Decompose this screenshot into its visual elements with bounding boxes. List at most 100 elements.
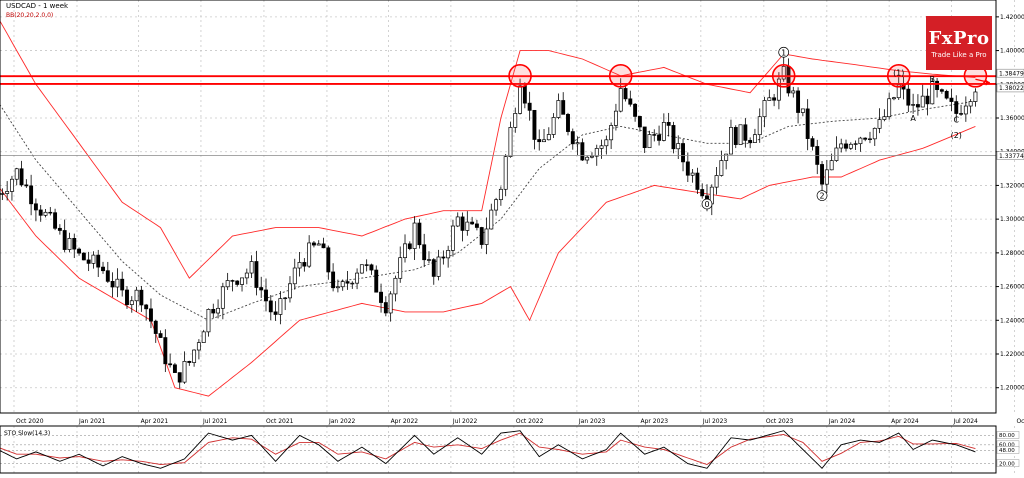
candle-body	[671, 125, 676, 150]
x-tick-label: Apr 2023	[641, 418, 669, 425]
candle-body	[235, 280, 240, 285]
candle-body	[177, 372, 182, 383]
wave-label-circle	[816, 190, 828, 201]
wave-label: 1	[781, 48, 786, 57]
candle-body	[613, 110, 618, 126]
candle-body	[681, 143, 685, 163]
candle-body	[676, 143, 681, 150]
candle-body	[618, 88, 623, 112]
candle-body	[915, 104, 920, 108]
candle-body	[379, 291, 383, 303]
x-tick-label: Jul 2022	[452, 418, 478, 425]
y-tick-label: 1.28000	[1000, 250, 1024, 257]
x-tick-label: Jan 2023	[578, 418, 606, 425]
candle-body	[81, 252, 86, 261]
candle-body	[211, 308, 216, 314]
candle-body	[748, 140, 753, 143]
candle-body	[733, 127, 738, 145]
candle-body	[86, 259, 91, 264]
candle-body	[800, 108, 805, 113]
candle-body	[695, 172, 700, 190]
candle-body	[623, 88, 628, 100]
candle-body	[637, 116, 642, 128]
candle-body	[844, 143, 848, 149]
candle-body	[484, 228, 489, 245]
candle-body	[450, 225, 455, 251]
candle-body	[752, 134, 757, 143]
candle-body	[393, 277, 398, 295]
candle-body	[465, 221, 470, 231]
sto-main-line	[0, 430, 976, 469]
candle-body	[9, 178, 14, 192]
candle-body	[431, 259, 436, 277]
candle-body	[110, 281, 115, 288]
candle-body	[474, 223, 479, 228]
y-tick-label: 1.40000	[1000, 48, 1024, 55]
candle-body	[359, 264, 364, 274]
candle-body	[62, 230, 67, 250]
candle-body	[628, 98, 633, 105]
candle-body	[249, 261, 254, 274]
candle-body	[503, 156, 508, 190]
price-badge-upper_resistance	[996, 68, 1024, 78]
candle-body	[652, 134, 657, 136]
candle-body	[743, 124, 748, 141]
candle-body	[105, 270, 110, 282]
candle-body	[661, 122, 666, 141]
candle-body	[906, 88, 911, 106]
candle-body	[935, 80, 940, 90]
candle-body	[278, 298, 283, 315]
candle-body	[772, 97, 777, 101]
candle-body	[244, 272, 249, 279]
candle-body	[810, 138, 815, 147]
candle-body	[331, 271, 336, 289]
candle-body	[259, 287, 264, 291]
candle-body	[163, 337, 168, 365]
candle-body	[973, 91, 978, 102]
y-tick-label: 1.20000	[1000, 385, 1024, 392]
candle-body	[307, 242, 312, 267]
candle-body	[403, 243, 407, 259]
candle-body	[968, 101, 973, 107]
candle-body	[182, 361, 187, 383]
candle-body	[345, 281, 350, 284]
candle-body	[666, 122, 671, 126]
candle-body	[657, 134, 662, 141]
y-tick-label: 1.22000	[1000, 351, 1024, 358]
candle-body	[911, 104, 916, 106]
candle-body	[187, 361, 192, 363]
candle-body	[24, 184, 29, 187]
forecast-arrowhead	[985, 79, 990, 86]
candle-body	[172, 364, 177, 373]
wave-label: A	[910, 114, 916, 123]
candle-body	[427, 259, 431, 261]
x-tick-label: Apr 2024	[891, 418, 919, 425]
x-tick-label: Oct 2020	[16, 418, 44, 425]
symbol-label: USDCAD - 1 week	[6, 2, 69, 10]
wave-label: C	[953, 116, 959, 125]
candle-body	[633, 103, 638, 117]
candle-body	[254, 261, 259, 288]
candle-body	[67, 237, 72, 250]
candle-body	[546, 134, 551, 141]
candle-body	[848, 143, 853, 149]
candle-body	[14, 168, 19, 180]
candle-body	[829, 160, 834, 171]
candle-body	[949, 97, 954, 102]
candle-body	[350, 282, 355, 285]
candle-body	[868, 138, 872, 140]
price-badge-support	[996, 151, 1024, 160]
sto-title: STO Slow(14,3)	[4, 430, 50, 437]
logo-tagline: Trade Like a Pro	[931, 51, 987, 59]
candle-body	[240, 277, 244, 285]
candle-body	[944, 90, 949, 99]
price-badge-text-support: 1.33774	[999, 153, 1024, 160]
candle-body	[220, 286, 225, 309]
candle-body	[101, 266, 105, 272]
price-badge-lower_resistance	[996, 83, 1024, 93]
candle-body	[316, 243, 321, 246]
candle-body	[527, 102, 532, 111]
candle-body	[724, 153, 729, 161]
